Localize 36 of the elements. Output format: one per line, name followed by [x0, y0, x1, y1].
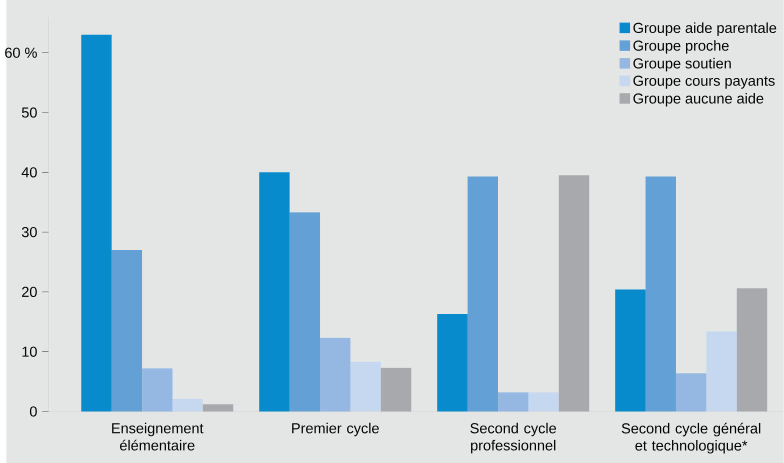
x-tick-label: Enseignement élémentaire: [112, 422, 204, 450]
bar: [320, 338, 350, 412]
legend-label: Groupe proche: [633, 40, 729, 54]
y-tick-label: 30: [22, 226, 37, 238]
bar: [646, 176, 676, 412]
x-tick-label: Second cycle professionnel: [470, 422, 556, 454]
bar: [350, 362, 381, 412]
bar: [202, 404, 234, 412]
y-tick-label: 50: [22, 107, 37, 118]
bar: [558, 175, 590, 412]
bar: [615, 289, 646, 412]
y-tick-label: 60 %: [5, 48, 37, 58]
bar: [468, 176, 498, 412]
x-tick-label: Premier cycle: [292, 422, 379, 436]
legend-label: Groupe aide parentale: [633, 22, 776, 36]
bar: [112, 250, 142, 412]
legend-label: Groupe cours payants: [633, 76, 775, 89]
bar: [172, 398, 203, 412]
bar: [81, 34, 112, 412]
bar: [437, 314, 468, 412]
bar: [736, 288, 768, 412]
bar: [290, 212, 320, 412]
bar: [498, 392, 528, 412]
legend-label: Groupe aucune aide: [633, 92, 764, 106]
bar: [528, 392, 559, 412]
x-tick-label: Second cycle général et technologique*: [622, 422, 760, 454]
y-tick-label: 40: [22, 167, 37, 178]
legend-label: Groupe soutien: [633, 58, 731, 72]
bar: [142, 368, 172, 412]
y-tick-label: 20: [22, 286, 37, 298]
y-tick-label: 0: [30, 406, 37, 417]
bar: [706, 331, 737, 412]
y-tick-label: 10: [22, 346, 37, 357]
bar: [380, 368, 412, 412]
bar: [676, 373, 706, 412]
bar: [259, 172, 290, 412]
